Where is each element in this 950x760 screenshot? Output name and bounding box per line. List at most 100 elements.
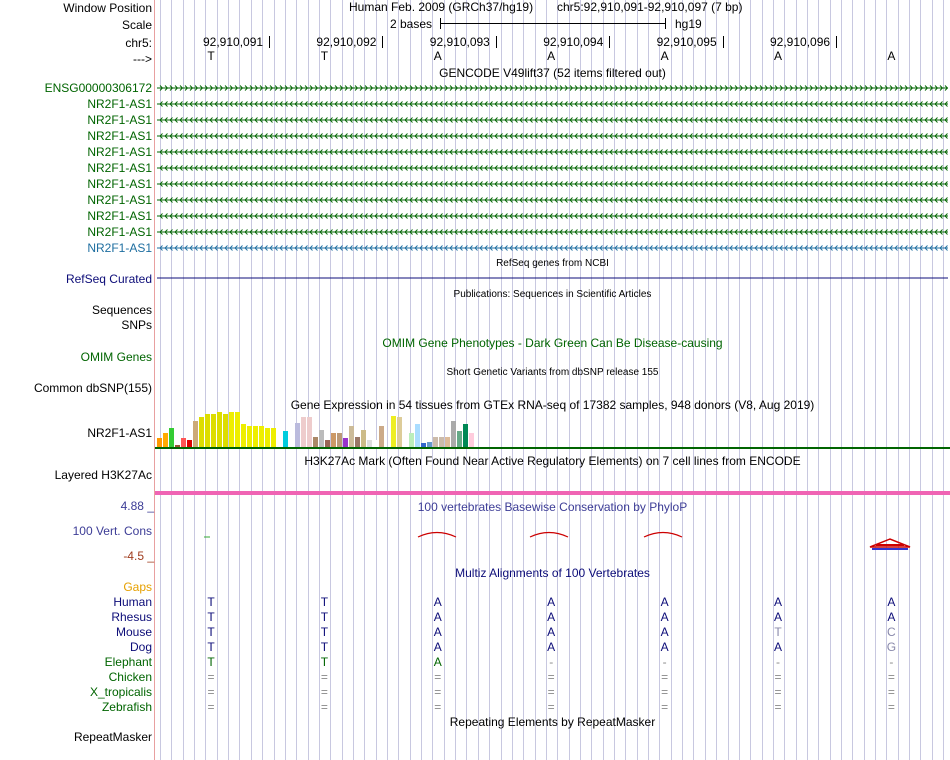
gtex-tissue-bar[interactable] <box>379 426 385 447</box>
publications-snps-label[interactable]: SNPs <box>121 318 152 332</box>
gtex-tissue-bar[interactable] <box>193 420 199 447</box>
gtex-tissue-bar[interactable] <box>175 445 181 447</box>
refseq-curated-label[interactable]: RefSeq Curated <box>65 272 152 286</box>
gtex-tissue-bar[interactable] <box>349 426 355 447</box>
grid-line <box>807 0 808 760</box>
gtex-tissue-bar[interactable] <box>421 442 427 447</box>
dbsnp-track-title[interactable]: Short Genetic Variants from dbSNP releas… <box>446 367 659 378</box>
multiz-species-label[interactable]: Rhesus <box>111 610 152 624</box>
publications-sequences-label[interactable]: Sequences <box>91 303 152 317</box>
gencode-item-label[interactable]: NR2F1-AS1 <box>87 129 152 143</box>
common-dbsnp-label[interactable]: Common dbSNP(155) <box>33 381 152 395</box>
repeatmasker-label[interactable]: RepeatMasker <box>73 730 152 744</box>
alignment-base: = <box>547 700 555 714</box>
gtex-tissue-bar[interactable] <box>307 417 313 447</box>
gtex-tissue-bar[interactable] <box>409 433 415 447</box>
gencode-item-label[interactable]: NR2F1-AS1 <box>87 241 152 255</box>
gtex-tissue-bar[interactable] <box>301 417 307 447</box>
gencode-item-label[interactable]: NR2F1-AS1 <box>87 113 152 127</box>
gtex-tissue-bar[interactable] <box>217 412 223 447</box>
gtex-tissue-bar[interactable] <box>457 431 463 447</box>
phylop-track-label[interactable]: 100 Vert. Cons <box>72 524 152 538</box>
gtex-tissue-bar[interactable] <box>373 440 379 447</box>
gtex-tissue-bar[interactable] <box>241 424 247 447</box>
multiz-species-label[interactable]: Human <box>113 595 152 609</box>
gencode-item-label[interactable]: NR2F1-AS1 <box>87 209 152 223</box>
phylop-arc <box>417 531 457 538</box>
gtex-tissue-bar[interactable] <box>205 413 211 447</box>
gtex-tissue-bar[interactable] <box>259 426 265 447</box>
multiz-species-label[interactable]: X_tropicalis <box>89 685 152 699</box>
phylop-peak <box>869 538 911 548</box>
gtex-tissue-bar[interactable] <box>157 438 163 447</box>
multiz-species-label[interactable]: Zebrafish <box>101 700 152 714</box>
gaps-label[interactable]: Gaps <box>123 580 152 594</box>
multiz-species-label[interactable]: Dog <box>129 640 152 654</box>
gtex-track-title[interactable]: Gene Expression in 54 tissues from GTEx … <box>290 398 815 412</box>
gencode-item-label[interactable]: NR2F1-AS1 <box>87 161 152 175</box>
refseq-track-title[interactable]: RefSeq genes from NCBI <box>496 258 609 269</box>
multiz-species-label[interactable]: Elephant <box>104 655 152 669</box>
gencode-item-label[interactable]: NR2F1-AS1 <box>87 97 152 111</box>
gtex-tissue-bar[interactable] <box>415 424 421 447</box>
gtex-tissue-bar[interactable] <box>283 431 289 447</box>
gtex-tissue-bar[interactable] <box>469 433 475 447</box>
gtex-tissue-bar[interactable] <box>199 417 205 447</box>
gtex-tissue-bar[interactable] <box>319 429 325 447</box>
gtex-tissue-bar[interactable] <box>361 429 367 447</box>
gtex-tissue-bar[interactable] <box>355 436 361 447</box>
gtex-tissue-bar[interactable] <box>235 412 241 447</box>
gtex-tissue-bar[interactable] <box>181 438 187 447</box>
gtex-tissue-bar[interactable] <box>343 438 349 447</box>
gtex-tissue-bar[interactable] <box>433 436 439 447</box>
grid-line <box>535 0 536 760</box>
repeatmasker-track-title[interactable]: Repeating Elements by RepeatMasker <box>449 715 656 729</box>
gtex-tissue-bar[interactable] <box>337 433 343 447</box>
alignment-base: = <box>207 670 215 684</box>
multiz-species-label[interactable]: Chicken <box>108 670 152 684</box>
gtex-tissue-bar[interactable] <box>229 412 235 447</box>
gtex-tissue-bar[interactable] <box>223 413 229 447</box>
gtex-tissue-bar[interactable] <box>187 440 193 447</box>
gtex-tissue-bar[interactable] <box>391 415 397 447</box>
gtex-tissue-bar[interactable] <box>445 436 451 447</box>
gencode-item-label[interactable]: NR2F1-AS1 <box>87 225 152 239</box>
gencode-item-label[interactable]: NR2F1-AS1 <box>87 193 152 207</box>
gtex-tissue-bar[interactable] <box>463 424 469 447</box>
alignment-base: - <box>549 655 554 669</box>
chrom-label: chr5: <box>125 36 152 50</box>
gtex-tissue-bar[interactable] <box>325 440 331 447</box>
gtex-tissue-bar[interactable] <box>247 426 253 447</box>
multiz-species-label[interactable]: Mouse <box>115 625 152 639</box>
gtex-tissue-bar[interactable] <box>271 427 277 447</box>
layered-h3k27ac-label[interactable]: Layered H3K27Ac <box>54 468 152 482</box>
phylop-track-title[interactable]: 100 vertebrates Basewise Conservation by… <box>417 500 688 514</box>
gtex-tissue-bar[interactable] <box>211 413 217 447</box>
gtex-tissue-bar[interactable] <box>313 436 319 447</box>
omim-track-title[interactable]: OMIM Gene Phenotypes - Dark Green Can Be… <box>382 336 723 350</box>
omim-genes-label[interactable]: OMIM Genes <box>80 350 152 364</box>
grid-line <box>285 0 286 760</box>
gtex-tissue-bar[interactable] <box>331 433 337 447</box>
gtex-tissue-bar[interactable] <box>295 422 301 447</box>
multiz-track-title[interactable]: Multiz Alignments of 100 Vertebrates <box>455 566 650 580</box>
gtex-tissue-bar[interactable] <box>397 417 403 447</box>
gtex-tissue-bar[interactable] <box>169 427 175 447</box>
h3k27ac-signal[interactable] <box>155 491 950 495</box>
publications-track-title[interactable]: Publications: Sequences in Scientific Ar… <box>453 289 652 300</box>
gtex-tissue-bar[interactable] <box>163 433 169 447</box>
gtex-tissue-bar[interactable] <box>439 436 445 447</box>
gtex-tissue-bar[interactable] <box>367 440 373 447</box>
h3k27ac-track-title[interactable]: H3K27Ac Mark (Often Found Near Active Re… <box>304 454 801 468</box>
gtex-gene-label[interactable]: NR2F1-AS1 <box>87 426 152 440</box>
gtex-tissue-bar[interactable] <box>265 427 271 447</box>
grid-line <box>943 0 944 760</box>
gtex-tissue-bar[interactable] <box>427 441 433 447</box>
gtex-tissue-bar[interactable] <box>253 426 259 447</box>
gencode-item-label[interactable]: ENSG00000306172 <box>44 81 152 95</box>
gencode-item-label[interactable]: NR2F1-AS1 <box>87 177 152 191</box>
gtex-tissue-bar[interactable] <box>403 442 409 447</box>
gencode-item-label[interactable]: NR2F1-AS1 <box>87 145 152 159</box>
gencode-track-title[interactable]: GENCODE V49lift37 (52 items filtered out… <box>439 66 666 80</box>
gtex-tissue-bar[interactable] <box>451 420 457 447</box>
